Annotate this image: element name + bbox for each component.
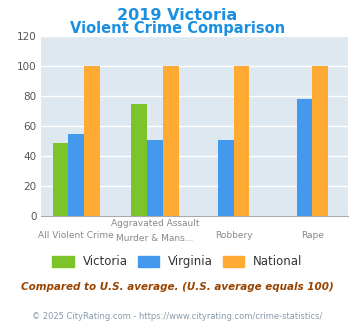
Bar <box>131 104 147 216</box>
Bar <box>147 140 163 216</box>
Text: Rape: Rape <box>301 231 324 240</box>
Bar <box>312 66 328 216</box>
Bar <box>163 66 179 216</box>
Bar <box>218 140 234 216</box>
Text: Aggravated Assault: Aggravated Assault <box>111 219 199 228</box>
Text: Robbery: Robbery <box>215 231 252 240</box>
Bar <box>69 134 84 216</box>
Bar <box>53 143 69 216</box>
Legend: Victoria, Virginia, National: Victoria, Virginia, National <box>49 252 306 272</box>
Text: Violent Crime Comparison: Violent Crime Comparison <box>70 21 285 36</box>
Bar <box>84 66 100 216</box>
Text: 2019 Victoria: 2019 Victoria <box>118 8 237 23</box>
Text: All Violent Crime: All Violent Crime <box>38 231 114 240</box>
Bar <box>234 66 250 216</box>
Text: © 2025 CityRating.com - https://www.cityrating.com/crime-statistics/: © 2025 CityRating.com - https://www.city… <box>32 312 323 321</box>
Text: Compared to U.S. average. (U.S. average equals 100): Compared to U.S. average. (U.S. average … <box>21 282 334 292</box>
Bar <box>297 99 312 216</box>
Text: Murder & Mans...: Murder & Mans... <box>116 234 194 243</box>
